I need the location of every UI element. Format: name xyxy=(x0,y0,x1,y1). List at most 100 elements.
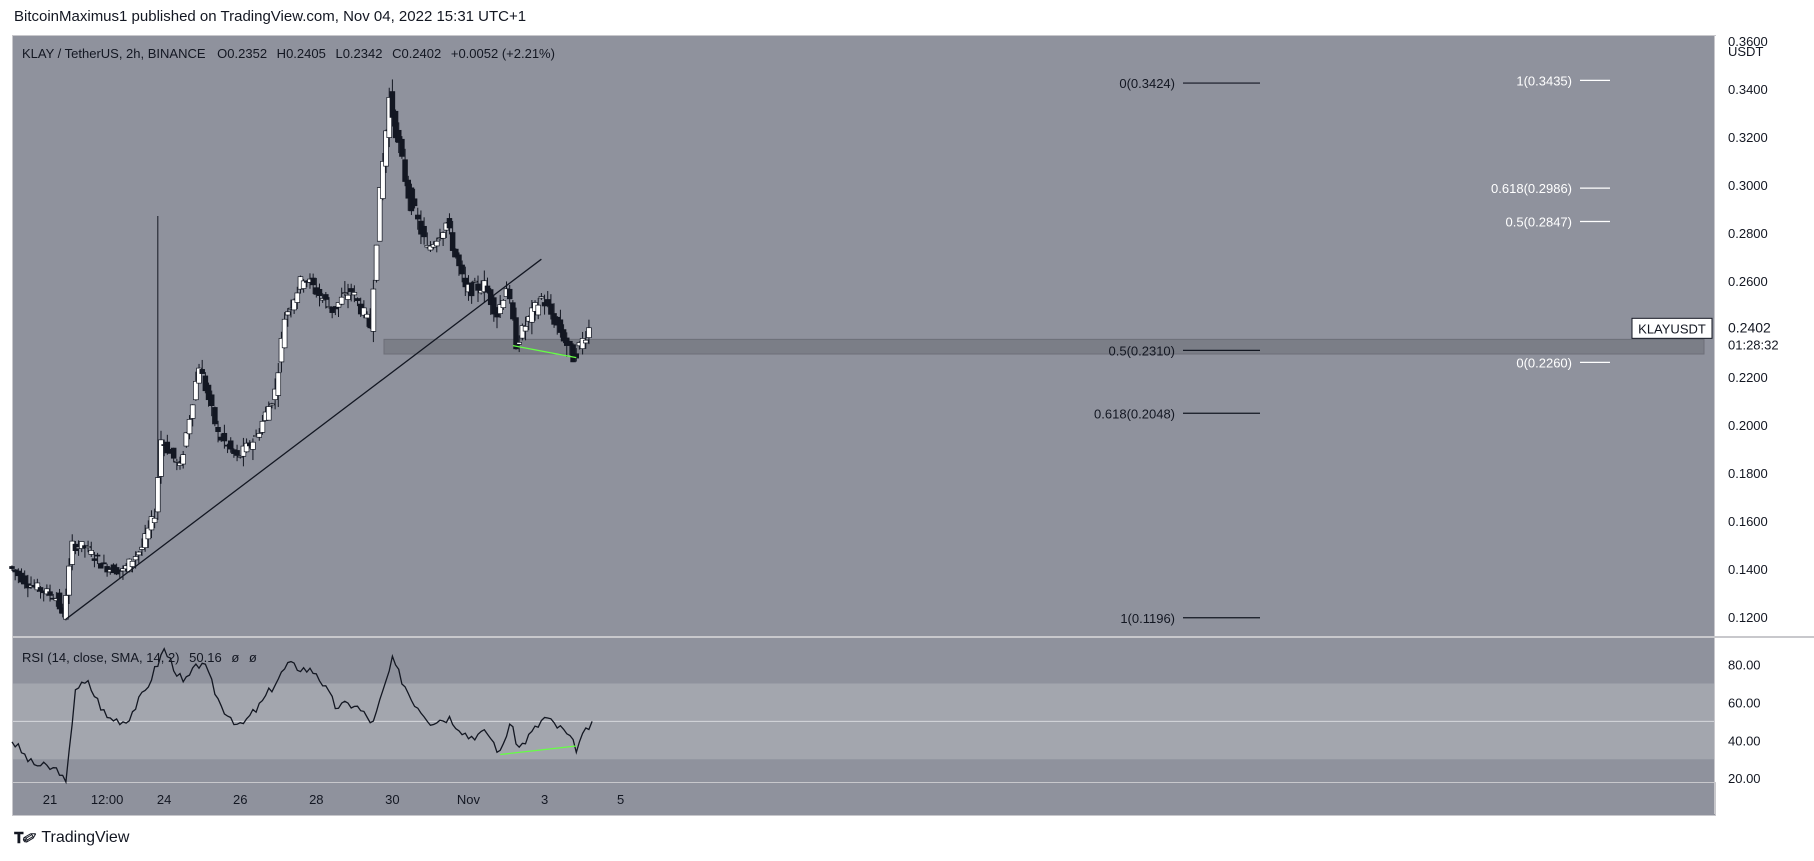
candle-down xyxy=(462,277,469,288)
candle-up xyxy=(376,187,383,242)
fib-right-level-label: 0.618(0.2986) xyxy=(1491,181,1572,196)
candle-down xyxy=(491,297,497,315)
time-tick-label: 5 xyxy=(617,792,624,807)
price-pane[interactable] xyxy=(13,36,1714,636)
candle-up xyxy=(158,439,164,477)
symbol-tag: KLAYUSDT xyxy=(1638,321,1706,336)
time-tick-label: 3 xyxy=(541,792,548,807)
candle-down xyxy=(208,394,215,407)
price-tick-label: 0.3000 xyxy=(1728,178,1768,193)
rsi-legend: RSI (14, close, SMA, 14, 2) 50.16 ø ø xyxy=(22,650,257,665)
candle-up xyxy=(538,296,545,299)
candle-up xyxy=(180,454,186,465)
ascending-trendline[interactable] xyxy=(65,258,542,620)
candle-up xyxy=(342,292,348,295)
candle-up xyxy=(63,595,69,620)
candle-up xyxy=(129,560,136,567)
fib-extension-right[interactable]: 1(0.3435) 0.618(0.2986) 0.5(0.2847) 0(0.226… xyxy=(1491,73,1610,370)
price-divergence-line[interactable] xyxy=(512,344,577,359)
price-tick-label: 0.3600 xyxy=(1728,34,1768,49)
rsi-tick-label: 20.00 xyxy=(1728,771,1761,786)
open-label: O xyxy=(217,46,227,61)
rsi-tick-label: 80.00 xyxy=(1728,658,1761,673)
candle-up xyxy=(78,541,85,549)
candle-down xyxy=(395,129,402,143)
candle-down xyxy=(573,353,580,359)
candle-up xyxy=(500,300,507,309)
candle-down xyxy=(446,218,453,229)
price-axis[interactable] xyxy=(1715,36,1814,782)
candle-down xyxy=(212,407,218,425)
candle-down xyxy=(560,329,567,342)
candle-down xyxy=(215,426,221,432)
candle-down xyxy=(453,248,459,258)
time-tick-label: 30 xyxy=(385,792,399,807)
candle-down xyxy=(164,441,171,454)
price-tick-label: 0.2200 xyxy=(1728,370,1768,385)
candle-down xyxy=(510,302,516,320)
candle-up xyxy=(516,342,522,345)
candle-down xyxy=(170,447,177,459)
candle-up xyxy=(139,546,145,550)
candle-down xyxy=(411,198,418,207)
symbol-tag-box[interactable] xyxy=(1631,317,1713,339)
candle-down xyxy=(459,264,465,275)
candle-down xyxy=(389,91,396,118)
fib-retracement-left[interactable]: 0(0.3424) 0.5(0.2310) 0.618(0.2048) 1(0.119… xyxy=(1094,76,1260,626)
rsi-axis-ticks: 80.00 60.00 40.00 20.00 xyxy=(1728,658,1761,787)
candle-up xyxy=(145,527,152,540)
symbol-title: KLAY / TetherUS, 2h, BINANCE xyxy=(22,46,206,61)
candle-up xyxy=(519,325,526,339)
last-price-box[interactable] xyxy=(1715,316,1799,355)
open-value: 0.2352 xyxy=(227,46,267,61)
fib-right-level-label: 0.5(0.2847) xyxy=(1506,215,1573,230)
candle-up xyxy=(335,302,342,308)
price-tick-label: 0.1200 xyxy=(1728,610,1768,625)
candle-up xyxy=(586,327,592,338)
rsi-line xyxy=(11,647,593,785)
candle-down xyxy=(91,558,98,561)
rsi-tick-label: 60.00 xyxy=(1728,695,1761,710)
candle-up xyxy=(529,307,535,323)
time-axis[interactable] xyxy=(13,783,1714,814)
candle-up xyxy=(373,244,380,281)
candle-down xyxy=(544,299,551,306)
high-value: 0.2405 xyxy=(286,46,326,61)
candle-up xyxy=(136,551,142,556)
candle-down xyxy=(475,283,481,291)
publish-line: BitcoinMaximus1 published on TradingView… xyxy=(14,8,527,25)
candle-down xyxy=(316,288,323,296)
candle-down xyxy=(456,254,462,267)
bar-countdown: 01:28:32 xyxy=(1728,337,1779,352)
tradingview-logo[interactable]: 𝐓✐ TradingView xyxy=(14,829,129,847)
candle-down xyxy=(94,554,101,557)
candle-up xyxy=(370,288,377,332)
candle-down xyxy=(402,159,408,182)
fib-right-level-label: 1(0.3435) xyxy=(1516,73,1572,88)
candle-down xyxy=(449,232,456,251)
candle-up xyxy=(120,568,126,572)
candle-up xyxy=(361,307,367,316)
close-label: C xyxy=(392,46,401,61)
candle-down xyxy=(9,566,15,569)
rsi-divergence-line[interactable] xyxy=(500,745,577,756)
candle-up xyxy=(266,406,272,421)
candle-down xyxy=(348,288,354,292)
candle-up xyxy=(88,550,94,555)
candle-up xyxy=(256,433,263,438)
candle-down xyxy=(310,277,316,286)
candle-up xyxy=(142,533,148,549)
candle-up xyxy=(364,313,370,319)
candle-up xyxy=(243,442,250,453)
candle-down xyxy=(557,319,564,333)
support-zone[interactable] xyxy=(383,338,1705,355)
candle-up xyxy=(132,556,139,561)
candle-up xyxy=(300,280,307,289)
candle-up xyxy=(196,367,202,384)
candle-up xyxy=(66,565,72,596)
candle-up xyxy=(380,161,386,199)
candle-down xyxy=(98,563,104,569)
candle-down xyxy=(329,306,335,313)
candle-down xyxy=(323,294,329,300)
